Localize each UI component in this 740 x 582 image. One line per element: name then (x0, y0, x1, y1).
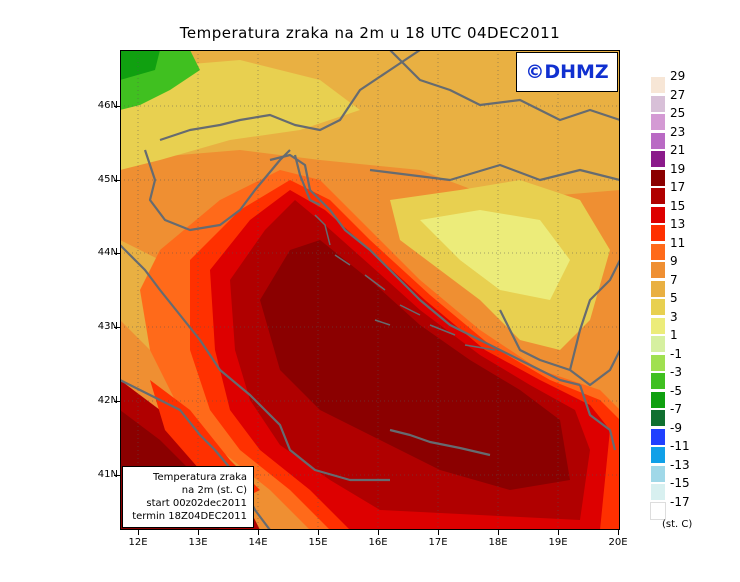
legend-label: -3 (670, 365, 682, 379)
lat-label: 45N (97, 174, 118, 185)
islands (314, 214, 496, 351)
lon-label: 12E (128, 537, 148, 548)
legend-swatch (650, 372, 666, 390)
info-valid: termin 18Z04DEC2011 (132, 511, 247, 522)
legend-label: -9 (670, 420, 682, 435)
legend-swatch (650, 464, 666, 483)
lon-tick (258, 530, 259, 535)
legend-label: 13 (670, 217, 686, 231)
legend-label: 9 (670, 254, 678, 268)
legend-swatch (650, 483, 666, 501)
legend-swatch (650, 390, 666, 409)
info-variable: Temperatura zraka (153, 472, 247, 483)
lon-label: 17E (428, 537, 448, 548)
lon-label: 16E (368, 537, 388, 548)
legend-swatch (650, 279, 666, 298)
lon-label: 19E (548, 537, 568, 548)
lat-label: 43N (97, 321, 118, 332)
lon-tick (138, 530, 139, 535)
legend-label: -17 (670, 494, 690, 509)
legend-label: 21 (670, 143, 686, 157)
lon-tick (198, 530, 199, 535)
lat-tick (114, 401, 120, 402)
lat-tick (114, 475, 120, 476)
field-cold-darkgreen (120, 50, 160, 80)
legend-label: -7 (670, 402, 682, 416)
lat-label: 42N (97, 395, 118, 406)
legend-swatch (650, 409, 666, 427)
legend-swatch (650, 242, 666, 261)
lon-tick (438, 530, 439, 535)
legend-label: -5 (670, 383, 682, 398)
legend-swatch (650, 76, 666, 94)
legend-label: 19 (670, 161, 686, 176)
legend-swatch (650, 94, 666, 113)
lat-tick (114, 180, 120, 181)
lon-tick (498, 530, 499, 535)
legend-swatch (650, 150, 666, 168)
legend-swatch (650, 113, 666, 131)
field-adriatic-core (260, 240, 570, 490)
legend-label: -1 (670, 346, 682, 361)
lon-label: 18E (488, 537, 508, 548)
legend-swatch (650, 261, 666, 279)
dhmz-logo: ©DHMZ (516, 52, 618, 92)
legend-label: 7 (670, 272, 678, 287)
map-title: Temperatura zraka na 2m u 18 UTC 04DEC20… (179, 24, 561, 42)
info-units: na 2m (st. C) (181, 485, 247, 496)
legend-label: -15 (670, 476, 690, 490)
field-bosnia-pale (420, 210, 570, 300)
legend-swatch (650, 205, 666, 224)
legend-swatch (650, 168, 666, 187)
lon-label: 14E (248, 537, 268, 548)
legend-label: 17 (670, 180, 686, 194)
lat-tick (114, 327, 120, 328)
temperature-field (120, 50, 620, 530)
legend-swatch (650, 501, 666, 520)
legend-label: 25 (670, 106, 686, 120)
field-alps-yellow (120, 60, 360, 170)
lon-tick (378, 530, 379, 535)
lat-tick (114, 106, 120, 107)
legend-swatch (650, 224, 666, 242)
lat-label: 41N (97, 469, 118, 480)
legend-swatch (650, 316, 666, 335)
legend-swatch (650, 131, 666, 150)
legend-label: 23 (670, 124, 686, 139)
legend-units: (st. C) (662, 519, 693, 530)
legend-swatch (650, 187, 666, 205)
info-box: Temperatura zraka na 2m (st. C) start 00… (122, 466, 254, 528)
temperature-map (120, 50, 620, 530)
legend-label: 1 (670, 328, 678, 342)
legend-swatch (650, 353, 666, 372)
lat-tick (114, 253, 120, 254)
legend-label: 3 (670, 309, 678, 324)
legend-swatch (650, 446, 666, 464)
graticule (120, 50, 620, 530)
info-start: start 00z02dec2011 (146, 498, 247, 509)
legend-label: -11 (670, 439, 690, 453)
legend-swatch (650, 335, 666, 353)
legend-label: 15 (670, 198, 686, 213)
legend-swatch (650, 427, 666, 446)
lon-tick (318, 530, 319, 535)
legend-label: -13 (670, 457, 690, 472)
legend-label: 5 (670, 291, 678, 305)
lon-tick (558, 530, 559, 535)
lon-label: 20E (608, 537, 628, 548)
legend-label: 27 (670, 87, 686, 102)
lat-label: 46N (97, 100, 118, 111)
lon-label: 15E (308, 537, 328, 548)
legend-label: 11 (670, 235, 686, 250)
lat-label: 44N (97, 247, 118, 258)
lon-tick (618, 530, 619, 535)
legend-swatch (650, 298, 666, 316)
legend-label: 29 (670, 69, 686, 83)
lon-label: 13E (188, 537, 208, 548)
